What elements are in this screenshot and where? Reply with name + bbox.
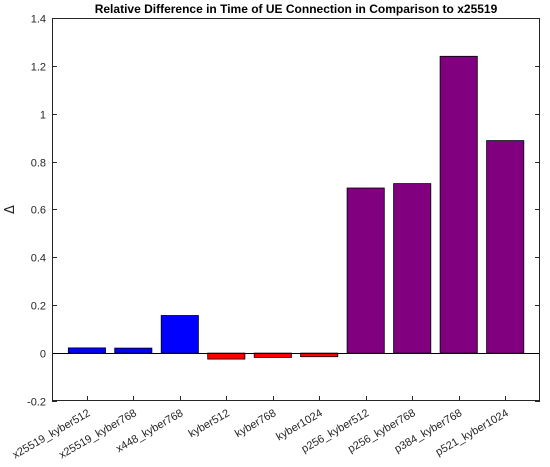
bar-x25519-kyber512 <box>67 347 106 354</box>
x-tick-label: x25519_kyber768 <box>57 407 139 461</box>
bars-group <box>67 55 525 360</box>
y-tick-label: 1.2 <box>31 62 46 74</box>
y-axis-label: Δ <box>3 205 18 214</box>
bar-p521-kyber1024 <box>486 140 525 354</box>
x-tick-label: kyber512 <box>187 407 232 440</box>
y-tick-label: 0.6 <box>31 205 46 217</box>
bar-p384-kyber768 <box>439 55 478 354</box>
y-tick-label: 0.8 <box>31 158 46 170</box>
y-tick-label: 0.2 <box>31 301 46 313</box>
x-axis: x25519_kyber512x25519_kyber768x448_kyber… <box>11 396 511 461</box>
chart-title: Relative Difference in Time of UE Connec… <box>95 2 498 16</box>
x-tick-label: x25519_kyber512 <box>11 407 93 461</box>
x-tick-label: kyber768 <box>233 407 278 440</box>
bar-x25519-kyber768 <box>114 347 153 354</box>
y-tick-label: -0.2 <box>27 397 46 409</box>
y-tick-label: 0.4 <box>31 253 46 265</box>
bar-p256-kyber512 <box>346 187 385 354</box>
y-tick-label: 1.4 <box>31 14 46 26</box>
y-tick-label: 0 <box>40 349 46 361</box>
y-tick-label: 1 <box>40 110 46 122</box>
bar-x448-kyber768 <box>160 315 199 354</box>
bar-p256-kyber768 <box>393 183 432 354</box>
plot-frame <box>52 18 540 401</box>
